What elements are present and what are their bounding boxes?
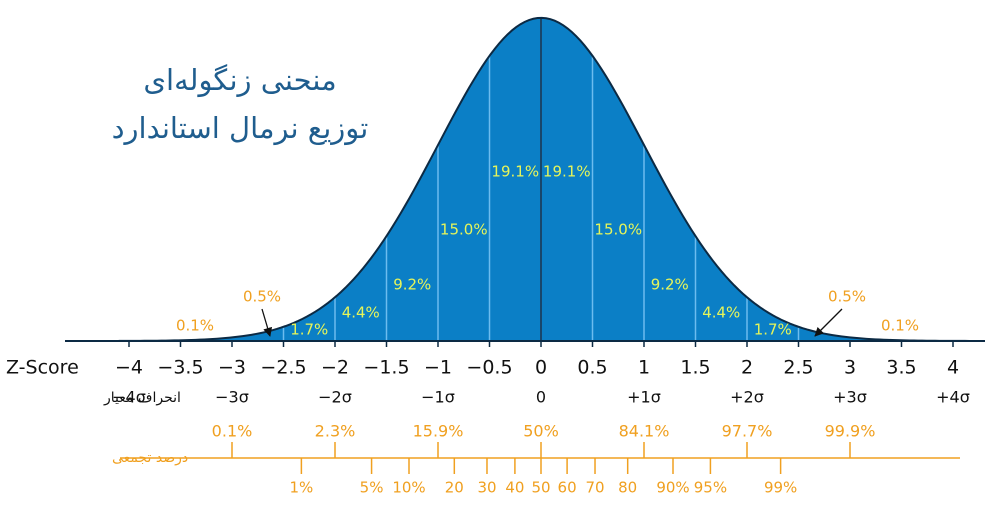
percentile-label: 70: [585, 479, 604, 497]
cumulative-label: 50%: [523, 422, 559, 441]
percentile-label: 60: [558, 479, 577, 497]
segment-area: [335, 236, 387, 341]
x-tick-label: 0.5: [577, 357, 607, 379]
sigma-tick-label: +3σ: [833, 388, 867, 407]
segment-label: 0.5%: [243, 288, 281, 306]
percentile-label: 95%: [694, 479, 727, 497]
cumulative-label: 2.3%: [315, 422, 356, 441]
x-axis-label: Z-Score: [6, 357, 79, 379]
x-tick-label: −2: [321, 357, 349, 379]
segment-label: 1.7%: [754, 321, 792, 339]
x-tick-label: −2.5: [260, 357, 306, 379]
segment-label: 9.2%: [651, 276, 689, 294]
segment-label: 0.5%: [828, 288, 866, 306]
segment-label: 4.4%: [702, 304, 740, 322]
title-line: منحنی زنگوله‌ای: [143, 63, 336, 97]
segment-area: [592, 55, 644, 341]
percentile-label: 90%: [656, 479, 689, 497]
segment-label: 0.1%: [176, 317, 214, 335]
x-tick-label: 2: [741, 357, 753, 379]
segment-label: 15.0%: [440, 221, 488, 239]
sigma-tick-label: −3σ: [215, 388, 249, 407]
title-line: توزیع نرمال استاندارد: [112, 111, 369, 145]
percentile-label: 5%: [360, 479, 384, 497]
segment-area: [541, 17, 593, 342]
x-tick-label: −3.5: [157, 357, 203, 379]
sigma-tick-label: +1σ: [627, 388, 661, 407]
segment-label: 1.7%: [290, 321, 328, 339]
percentile-label: 20: [445, 479, 464, 497]
segment-label: 19.1%: [543, 163, 591, 181]
cumulative-label: 97.7%: [722, 422, 773, 441]
percentile-label: 10%: [392, 479, 425, 497]
sigma-tick-label: +4σ: [936, 388, 970, 407]
segment-label: 15.0%: [594, 221, 642, 239]
percentile-label: 50: [531, 479, 550, 497]
x-tick-label: −3: [218, 357, 246, 379]
segment-area: [644, 145, 696, 341]
sigma-tick-label: −2σ: [318, 388, 352, 407]
segment-label: 0.1%: [881, 317, 919, 335]
percentile-label: 80: [618, 479, 637, 497]
x-tick-label: 3: [844, 357, 856, 379]
sigma-tick-label: 0: [536, 388, 546, 407]
x-tick-label: −1: [424, 357, 452, 379]
segment-label: 4.4%: [342, 304, 380, 322]
x-tick-label: 2.5: [783, 357, 813, 379]
percentile-label: 40: [505, 479, 524, 497]
cumulative-label: 99.9%: [825, 422, 876, 441]
x-tick-label: 0: [535, 357, 547, 379]
curve-outline: [118, 16, 974, 342]
x-tick-label: −0.5: [466, 357, 512, 379]
x-tick-label: −1.5: [363, 357, 409, 379]
sigma-tick-label: −4σ: [112, 388, 146, 407]
segment-label: 9.2%: [393, 276, 431, 294]
cumulative-label: 0.1%: [212, 422, 253, 441]
segment-area: [695, 236, 747, 341]
sigma-label: انحراف معیار: [103, 390, 181, 406]
cumulative-label: 15.9%: [413, 422, 464, 441]
x-tick-label: 3.5: [886, 357, 916, 379]
percentile-label: 30: [477, 479, 496, 497]
pointer-arrow: [261, 308, 273, 337]
cumulative-label: 84.1%: [619, 422, 670, 441]
x-tick-label: 1: [638, 357, 650, 379]
percentile-label: 99%: [764, 479, 797, 497]
segment-area: [386, 145, 438, 341]
segment-area: [489, 17, 541, 342]
x-tick-label: 1.5: [680, 357, 710, 379]
segment-label: 19.1%: [491, 163, 539, 181]
segment-area: [438, 55, 490, 341]
sigma-tick-label: +2σ: [730, 388, 764, 407]
x-tick-label: 4: [947, 357, 959, 379]
percentile-label: 1%: [289, 479, 313, 497]
pointer-arrow: [814, 308, 843, 337]
sigma-tick-label: −1σ: [421, 388, 455, 407]
x-tick-label: −4: [115, 357, 143, 379]
